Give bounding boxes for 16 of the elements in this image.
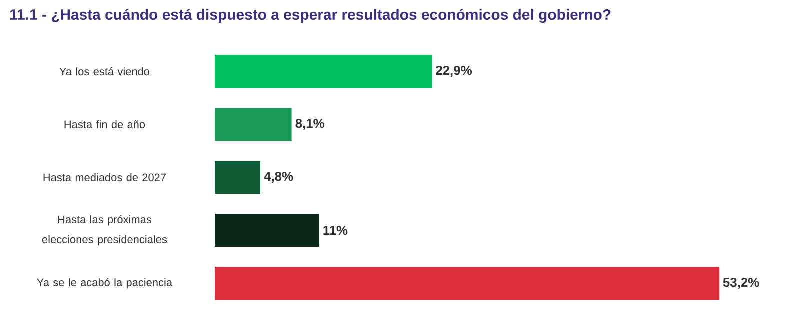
y-tick-label: Hasta las próximas elecciones presidenciales — [42, 215, 168, 246]
data-label: 11% — [324, 226, 348, 236]
bar — [215, 55, 432, 88]
y-tick-label: Ya los está viendo — [60, 67, 150, 76]
chart-title: 11.1 - ¿Hasta cuándo está dispuesto a esperar resultados económicos del gobierno? — [10, 8, 611, 24]
data-label: 4,8% — [264, 172, 294, 184]
data-label: 53,2% — [723, 278, 760, 290]
data-label: 22,9% — [436, 66, 472, 78]
bar — [215, 161, 261, 194]
y-tick-label: Hasta mediados de 2027 — [44, 173, 166, 182]
y-tick-label: Ya se le acabó la paciencia — [37, 278, 173, 289]
y-tick-label: Hasta fin de año — [64, 120, 146, 129]
data-label: 8,1% — [296, 118, 324, 130]
bar — [215, 267, 720, 300]
bar — [215, 214, 320, 248]
bar — [215, 108, 292, 142]
